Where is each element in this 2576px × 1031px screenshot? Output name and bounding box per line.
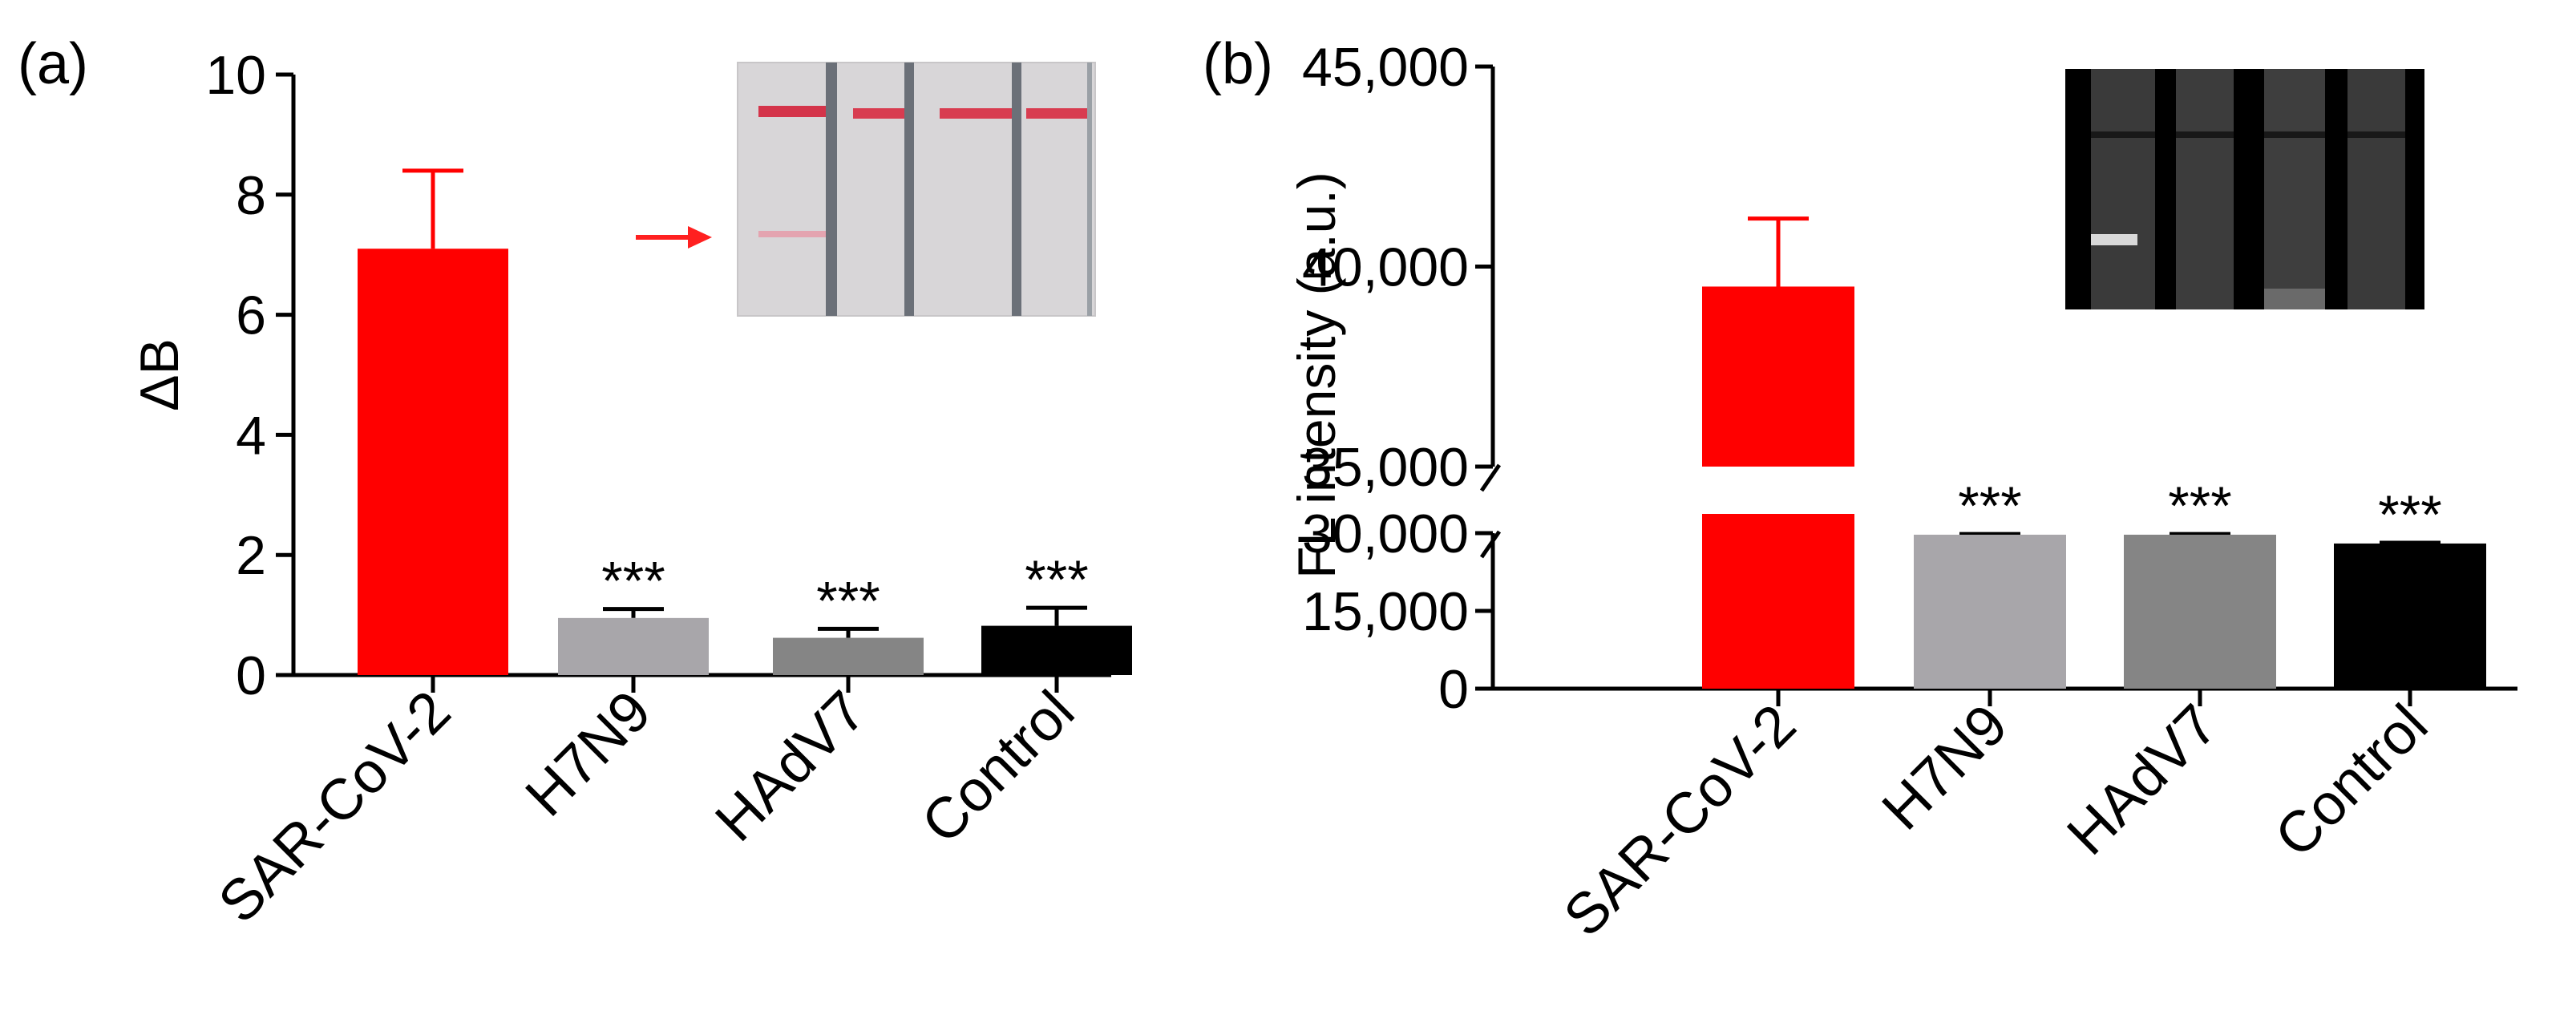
fluorescent-test-line	[2091, 234, 2137, 245]
y-tick-label-b: 40,000	[1302, 237, 1469, 298]
x-tick-label-control: Control	[2263, 693, 2441, 870]
significance-label-hadv7: ***	[2168, 475, 2231, 536]
y-tick-label-a: 10	[205, 45, 266, 106]
bar-control	[2334, 543, 2486, 689]
y-tick-label-a: 6	[236, 285, 266, 346]
bar-h7n9	[558, 617, 709, 675]
chart-a: 0 2 4 6 8 10 ΔB SAR-CoV-2 H7N9 *** HAdV7 *** Control…	[129, 45, 1132, 935]
significance-label-h7n9: ***	[601, 551, 665, 612]
bar-control	[981, 625, 1132, 675]
x-tick-label-sar-cov-2: SAR-CoV-2	[207, 679, 463, 936]
significance-label-hadv7: ***	[816, 570, 880, 631]
significance-label-h7n9: ***	[1958, 475, 2021, 536]
y-tick-label-a: 8	[236, 165, 266, 226]
control-line-1	[758, 106, 826, 117]
y-tick-label-b: 0	[1438, 659, 1469, 720]
x-tick-label-hadv7: HAdV7	[2055, 693, 2230, 867]
bar-lower-sar-cov-2	[1702, 514, 1854, 689]
bar-hadv7	[773, 637, 924, 675]
y-axis-label-b: FL intensity (a.u.)	[1287, 172, 1346, 578]
control-line-3	[940, 108, 1012, 119]
y-tick-label-a: 0	[236, 645, 266, 706]
bar-hadv7	[2124, 534, 2276, 689]
y-tick-label-a: 4	[236, 405, 266, 466]
control-line-4	[1026, 108, 1087, 119]
x-tick-label-h7n9: H7N9	[514, 679, 664, 829]
bar-upper-sar-cov-2	[1702, 286, 1854, 467]
significance-label-control: ***	[2378, 484, 2441, 545]
x-tick-label-control: Control	[910, 679, 1087, 856]
axis-break-mark-lower	[1479, 530, 1502, 559]
y-tick-label-b: 30,000	[1302, 503, 1469, 564]
test-line-1	[758, 231, 826, 237]
y-tick-label-b: 45,000	[1302, 37, 1469, 98]
x-tick-label-sar-cov-2: SAR-CoV-2	[1552, 693, 1809, 949]
bar-sar-cov-2	[358, 249, 508, 676]
x-tick-label-hadv7: HAdV7	[703, 679, 878, 854]
significance-label-control: ***	[1025, 549, 1088, 610]
x-tick-label-h7n9: H7N9	[1870, 693, 2020, 843]
y-tick-label-a: 2	[236, 525, 266, 586]
panel-a-label: (a)	[18, 32, 88, 96]
inset-photo-lateral-flow-strips	[737, 62, 1096, 317]
arrow-icon	[636, 226, 712, 249]
control-line-2	[853, 108, 904, 119]
bar-h7n9	[1914, 534, 2066, 689]
y-tick-label-b: 15,000	[1302, 581, 1469, 642]
y-axis-label-a: ΔB	[129, 338, 190, 411]
y-tick-label-b: 35,000	[1302, 437, 1469, 498]
panel-b-label: (b)	[1203, 32, 1273, 96]
axis-break-mark-upper	[1479, 463, 1502, 492]
inset-photo-fluorescence-strips	[2065, 69, 2424, 309]
